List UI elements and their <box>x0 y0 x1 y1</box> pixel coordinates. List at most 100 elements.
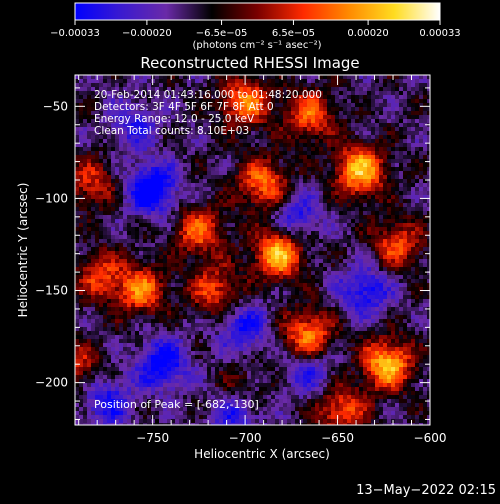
heatmap-cell <box>187 343 191 347</box>
heatmap-cell <box>247 339 251 343</box>
heatmap-cell <box>183 275 187 279</box>
heatmap-cell <box>179 255 183 259</box>
heatmap-cell <box>263 351 267 355</box>
heatmap-cell <box>131 159 135 163</box>
heatmap-cell <box>115 187 119 191</box>
heatmap-cell <box>75 135 79 139</box>
heatmap-cell <box>279 175 283 179</box>
heatmap-cell <box>255 355 259 359</box>
heatmap-cell <box>275 239 279 243</box>
heatmap-cell <box>299 259 303 263</box>
heatmap-cell <box>239 243 243 247</box>
heatmap-cell <box>199 275 203 279</box>
heatmap-cell <box>271 219 275 223</box>
heatmap-cell <box>267 207 271 211</box>
heatmap-cell <box>171 415 175 419</box>
heatmap-cell <box>167 351 171 355</box>
heatmap-cell <box>283 171 287 175</box>
heatmap-cell <box>239 239 243 243</box>
heatmap-cell <box>295 395 299 399</box>
heatmap-cell <box>271 155 275 159</box>
heatmap-cell <box>263 259 267 263</box>
heatmap-cell <box>231 295 235 299</box>
heatmap-cell <box>231 315 235 319</box>
heatmap-cell <box>167 215 171 219</box>
heatmap-cell <box>243 355 247 359</box>
colorbar-gradient <box>75 3 440 20</box>
colorbar-tick-label: 0.00020 <box>347 28 388 39</box>
heatmap-cell <box>263 131 267 135</box>
heatmap-cell <box>275 291 279 295</box>
heatmap-cell <box>235 347 239 351</box>
heatmap-cell <box>259 115 263 119</box>
heatmap-cell <box>155 295 159 299</box>
heatmap-cell <box>275 415 279 419</box>
heatmap-cell <box>111 175 115 179</box>
heatmap-cell <box>167 359 171 363</box>
heatmap-cell <box>223 231 227 235</box>
heatmap-cell <box>239 151 243 155</box>
heatmap-cell <box>151 223 155 227</box>
heatmap-cell <box>143 139 147 143</box>
heatmap-cell <box>251 279 255 283</box>
heatmap-cell <box>191 279 195 283</box>
heatmap-cell <box>211 175 215 179</box>
colorbar-tick-label: −6.5e−05 <box>196 28 248 39</box>
heatmap-cell <box>99 367 103 371</box>
heatmap-cell <box>107 83 111 87</box>
heatmap-cell <box>263 143 267 147</box>
heatmap-cell <box>155 163 159 167</box>
heatmap-cell <box>163 227 167 231</box>
heatmap-cell <box>247 147 251 151</box>
heatmap-cell <box>207 227 211 231</box>
heatmap-cell <box>139 303 143 307</box>
heatmap-cell <box>163 195 167 199</box>
heatmap-cell <box>75 359 79 363</box>
heatmap-cell <box>263 307 267 311</box>
heatmap-cell <box>123 351 127 355</box>
heatmap-cell <box>151 139 155 143</box>
heatmap-cell <box>271 355 275 359</box>
heatmap-cell <box>259 299 263 303</box>
heatmap-cell <box>135 243 139 247</box>
heatmap-cell <box>267 155 271 159</box>
heatmap-cell <box>91 203 95 207</box>
heatmap-cell <box>207 179 211 183</box>
heatmap-cell <box>75 207 79 211</box>
heatmap-cell <box>187 371 191 375</box>
heatmap-cell <box>271 231 275 235</box>
heatmap-cell <box>143 159 147 163</box>
heatmap-cell <box>147 383 151 387</box>
heatmap-cell <box>227 275 231 279</box>
heatmap-cell <box>195 183 199 187</box>
heatmap-cell <box>135 363 139 367</box>
heatmap-cell <box>295 167 299 171</box>
heatmap-cell <box>95 299 99 303</box>
heatmap-cell <box>291 219 295 223</box>
heatmap-cell <box>131 191 135 195</box>
heatmap-cell <box>191 231 195 235</box>
heatmap-cell <box>271 391 275 395</box>
heatmap-cell <box>231 267 235 271</box>
heatmap-cell <box>103 223 107 227</box>
heatmap-cell <box>291 187 295 191</box>
heatmap-cell <box>283 251 287 255</box>
heatmap-cell <box>143 387 147 391</box>
heatmap-cell <box>259 131 263 135</box>
heatmap-cell <box>155 231 159 235</box>
heatmap-cell <box>111 299 115 303</box>
heatmap-cell <box>271 159 275 163</box>
heatmap-cell <box>155 311 159 315</box>
heatmap-cell <box>231 311 235 315</box>
heatmap-cell <box>171 267 175 271</box>
heatmap-cell <box>103 355 107 359</box>
heatmap-cell <box>251 227 255 231</box>
heatmap-cell <box>91 183 95 187</box>
heatmap-cell <box>151 267 155 271</box>
heatmap-cell <box>263 251 267 255</box>
heatmap-cell <box>227 279 231 283</box>
heatmap-cell <box>99 263 103 267</box>
heatmap-cell <box>223 323 227 327</box>
heatmap-cell <box>279 103 283 107</box>
heatmap-cell <box>243 235 247 239</box>
